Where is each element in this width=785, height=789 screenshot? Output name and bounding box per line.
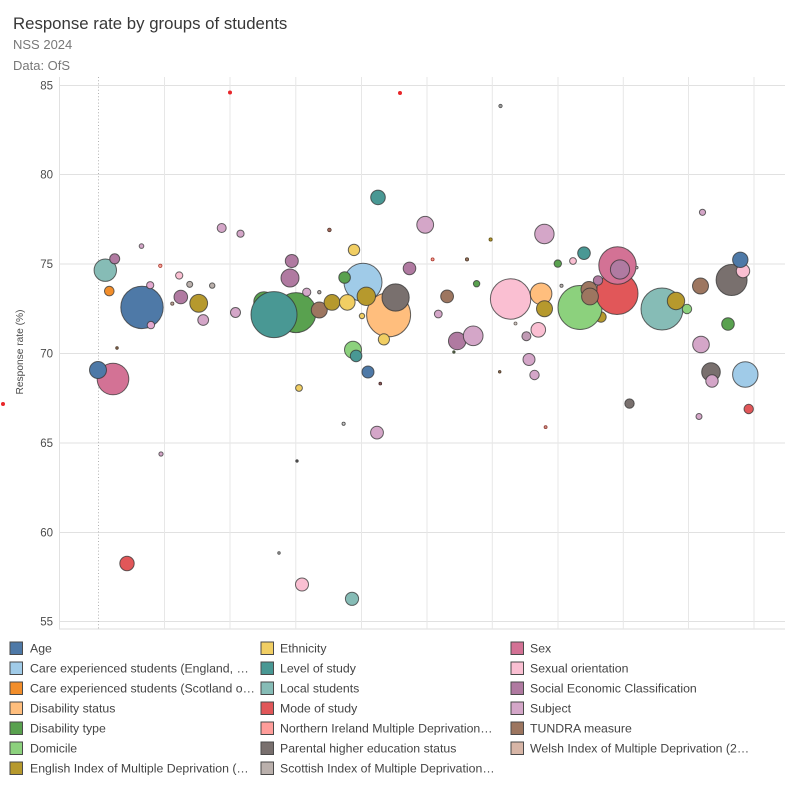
svg-text:TUNDRA measure: TUNDRA measure xyxy=(530,722,632,736)
svg-text:Disability status: Disability status xyxy=(30,702,115,716)
svg-text:Ethnicity: Ethnicity xyxy=(280,642,327,656)
svg-text:Care experienced students (Eng: Care experienced students (England, … xyxy=(30,662,249,676)
svg-text:Subject: Subject xyxy=(530,702,572,716)
svg-text:Welsh Index of Multiple Depriv: Welsh Index of Multiple Deprivation (2… xyxy=(530,742,749,756)
svg-text:Level of study: Level of study xyxy=(280,662,357,676)
svg-text:Care experienced students (Sco: Care experienced students (Scotland o… xyxy=(30,682,255,696)
svg-text:65: 65 xyxy=(40,438,53,450)
svg-text:Northern Ireland Multiple Depr: Northern Ireland Multiple Deprivation… xyxy=(280,722,493,736)
svg-text:Sex: Sex xyxy=(530,642,552,656)
svg-text:Local students: Local students xyxy=(280,682,359,696)
svg-text:Parental higher education stat: Parental higher education status xyxy=(280,742,456,756)
svg-text:Data: OfS: Data: OfS xyxy=(13,58,70,73)
svg-text:Domicile: Domicile xyxy=(30,742,77,756)
svg-text:Response rate by groups of stu: Response rate by groups of students xyxy=(13,14,287,33)
svg-text:80: 80 xyxy=(40,170,53,182)
svg-text:Scottish Index of Multiple Dep: Scottish Index of Multiple Deprivation… xyxy=(280,762,495,776)
svg-text:Social Economic Classification: Social Economic Classification xyxy=(530,682,697,696)
svg-text:English Index of Multiple Depr: English Index of Multiple Deprivation (… xyxy=(30,762,249,776)
svg-text:85: 85 xyxy=(40,81,53,93)
svg-text:75: 75 xyxy=(40,259,53,271)
svg-text:60: 60 xyxy=(40,528,53,540)
svg-text:Disability type: Disability type xyxy=(30,722,106,736)
svg-text:Response rate (%): Response rate (%) xyxy=(15,310,26,395)
svg-text:NSS 2024: NSS 2024 xyxy=(13,37,72,52)
svg-text:55: 55 xyxy=(40,617,53,629)
svg-text:Mode of study: Mode of study xyxy=(280,702,358,716)
svg-text:Sexual orientation: Sexual orientation xyxy=(530,662,629,676)
svg-text:70: 70 xyxy=(40,349,53,361)
svg-text:Age: Age xyxy=(30,642,52,656)
